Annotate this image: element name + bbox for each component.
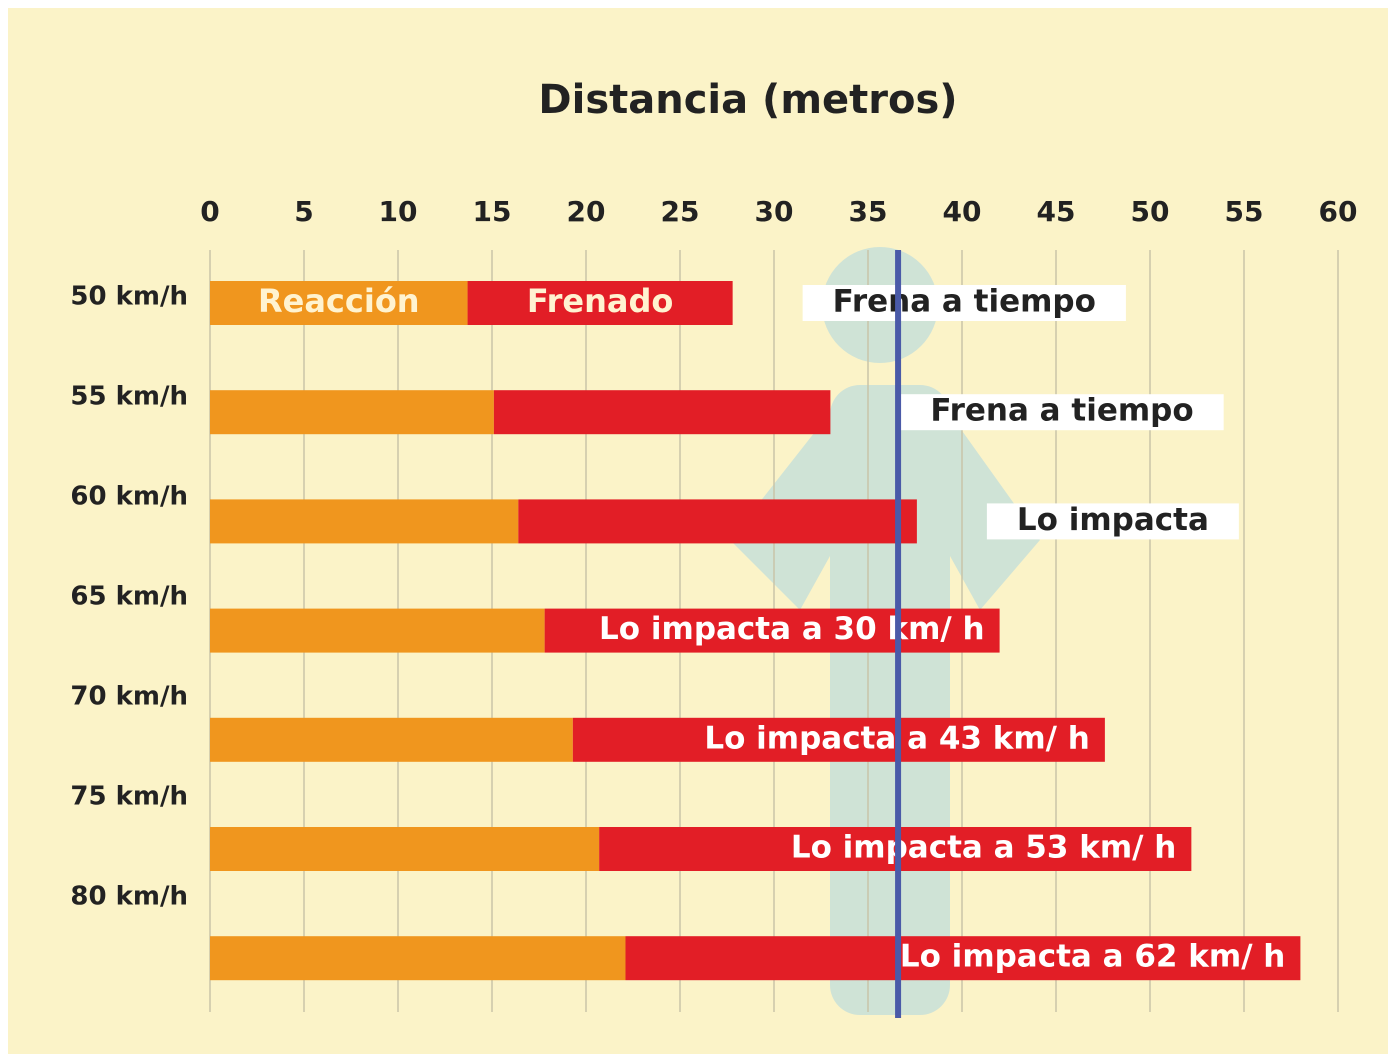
x-tick-label: 30	[755, 195, 794, 228]
x-tick-label: 10	[379, 195, 418, 228]
x-tick-label: 0	[200, 195, 219, 228]
bar-segment	[518, 499, 917, 543]
outcome-label: Lo impacta a 62 km/ h	[900, 939, 1286, 975]
bar-segment	[210, 827, 599, 871]
outcome-label: Lo impacta a 53 km/ h	[791, 830, 1177, 866]
outcome-label: Lo impacta a 30 km/ h	[599, 611, 985, 647]
category-label: 80 km/h	[70, 882, 188, 912]
x-tick-label: 25	[661, 195, 700, 228]
category-label: 55 km/h	[70, 382, 188, 412]
category-label: 50 km/h	[70, 282, 188, 312]
outcome-label: Frena a tiempo	[930, 393, 1193, 429]
x-tick-label: 60	[1319, 195, 1358, 228]
legend-label: Reacción	[258, 282, 420, 320]
bar-segment	[210, 936, 625, 980]
category-label: 65 km/h	[70, 582, 188, 612]
x-tick-label: 40	[943, 195, 982, 228]
x-tick-label: 50	[1131, 195, 1170, 228]
chart: Distancia (metros) 0 5 10 15 20 25 30 35 40 45 50 5…	[0, 0, 1396, 1062]
x-tick-label: 35	[849, 195, 888, 228]
bar-segment	[494, 390, 831, 434]
bar-segment	[210, 718, 573, 762]
legend-label: Frenado	[527, 282, 674, 320]
bar-segment	[210, 499, 518, 543]
outcome-label: Frena a tiempo	[833, 284, 1096, 320]
bar-segment	[210, 390, 494, 434]
x-tick-label: 5	[294, 195, 313, 228]
category-label: 75 km/h	[70, 782, 188, 812]
x-tick-label: 55	[1225, 195, 1264, 228]
x-tick-label: 20	[567, 195, 606, 228]
bar-segment	[210, 609, 545, 653]
category-label: 70 km/h	[70, 682, 188, 712]
chart-title: Distancia (metros)	[538, 77, 957, 123]
outcome-label: Lo impacta	[1017, 502, 1209, 538]
x-tick-label: 15	[473, 195, 512, 228]
category-label: 60 km/h	[70, 482, 188, 512]
x-tick-label: 45	[1037, 195, 1076, 228]
